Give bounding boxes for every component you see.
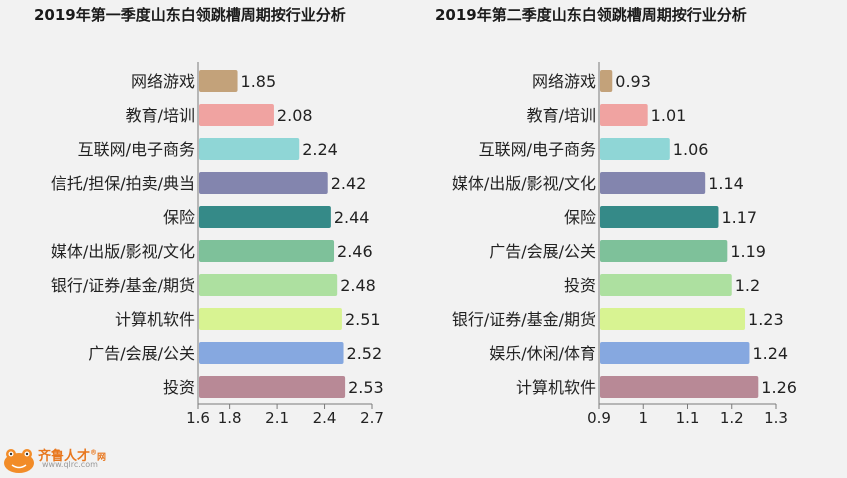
q1-category-label-0: 网络游戏 [131,72,195,91]
q2-bar-2 [600,138,670,160]
q1-value-label-0: 1.85 [241,72,277,91]
q1-category-label-7: 计算机软件 [115,310,195,329]
q1-category-label-4: 保险 [163,208,195,227]
q2-value-label-2: 1.06 [673,140,709,159]
q1-bar-6 [199,274,338,296]
q1-value-label-6: 2.48 [340,276,376,295]
q2-bar-6 [600,274,732,296]
q1-bar-5 [199,240,335,262]
q1-category-label-5: 媒体/出版/影视/文化 [51,242,195,261]
q1-value-label-3: 2.42 [331,174,367,193]
q1-value-label-2: 2.24 [302,140,338,159]
q2-x-tick-label-3: 1.2 [720,409,744,427]
q1-category-label-3: 信托/担保/拍卖/典当 [51,174,195,193]
q2-x-tick-label-1: 1 [638,409,648,427]
q2-bar-7 [600,308,746,330]
q2-value-label-6: 1.2 [735,276,760,295]
q2-category-label-7: 银行/证券/基金/期货 [452,310,596,329]
q1-bar-9 [199,376,346,398]
q1-category-label-9: 投资 [163,378,195,397]
q2-value-label-0: 0.93 [615,72,651,91]
q2-x-tick-label-0: 0.9 [587,409,611,427]
q2-value-label-5: 1.19 [730,242,766,261]
q1-value-label-7: 2.51 [345,310,381,329]
frog-logo-icon [4,449,34,473]
q1-x-tick-label-3: 2.4 [313,409,337,427]
q2-value-label-7: 1.23 [748,310,784,329]
watermark: 齐鲁人才®网 www.qlrc.com [2,444,132,474]
q1-value-label-8: 2.52 [347,344,383,363]
watermark-url: www.qlrc.com [42,460,98,469]
q2-category-label-9: 计算机软件 [516,378,596,397]
watermark-brand: 齐鲁人才®网 [38,445,106,464]
q2-bar-9 [600,376,759,398]
q2-bar-5 [600,240,728,262]
q1-bar-0 [199,70,238,92]
q1-x-tick-label-4: 2.7 [360,409,384,427]
q2-value-label-8: 1.24 [752,344,788,363]
q1-bar-8 [199,342,344,364]
q2-category-label-0: 网络游戏 [532,72,596,91]
q2-value-label-3: 1.14 [708,174,744,193]
q1-bar-1 [199,104,274,126]
q2-category-label-1: 教育/培训 [527,106,596,125]
q1-bar-4 [199,206,331,228]
q2-category-label-3: 媒体/出版/影视/文化 [452,174,596,193]
q1-x-tick-label-2: 2.1 [265,409,289,427]
q2-category-label-6: 投资 [564,276,596,295]
q1-value-label-5: 2.46 [337,242,373,261]
q2-bar-1 [600,104,648,126]
watermark-brand-name: 齐鲁人才 [38,449,91,464]
watermark-suffix: 网 [97,453,107,463]
q2-category-label-8: 娱乐/休闲/体育 [489,344,596,363]
q1-bar-2 [199,138,300,160]
q1-value-label-1: 2.08 [277,106,313,125]
q2-bar-8 [600,342,750,364]
q1-x-tick-label-1: 1.8 [218,409,242,427]
q1-category-label-6: 银行/证券/基金/期货 [51,276,195,295]
chart-title-q1: 2019年第一季度山东白领跳槽周期按行业分析 [34,6,346,24]
q1-category-label-2: 互联网/电子商务 [78,140,195,159]
q1-category-label-1: 教育/培训 [126,106,195,125]
q2-category-label-4: 保险 [564,208,596,227]
q2-bar-3 [600,172,706,194]
chart-title-q2: 2019年第二季度山东白领跳槽周期按行业分析 [435,6,747,24]
q1-x-tick-label-0: 1.6 [186,409,210,427]
q2-category-label-5: 广告/会展/公关 [489,242,596,261]
q2-category-label-2: 互联网/电子商务 [479,140,596,159]
q1-value-label-4: 2.44 [334,208,370,227]
q1-category-label-8: 广告/会展/公关 [88,344,195,363]
q2-bar-0 [600,70,613,92]
q1-bar-7 [199,308,342,330]
q2-x-tick-label-4: 1.3 [764,409,788,427]
q2-x-tick-label-2: 1.1 [676,409,700,427]
q2-bar-4 [600,206,719,228]
q1-bar-3 [199,172,328,194]
q2-value-label-1: 1.01 [651,106,687,125]
q2-value-label-9: 1.26 [761,378,797,397]
watermark-registered-mark: ® [90,448,98,457]
q1-value-label-9: 2.53 [348,378,384,397]
q2-value-label-4: 1.17 [721,208,757,227]
